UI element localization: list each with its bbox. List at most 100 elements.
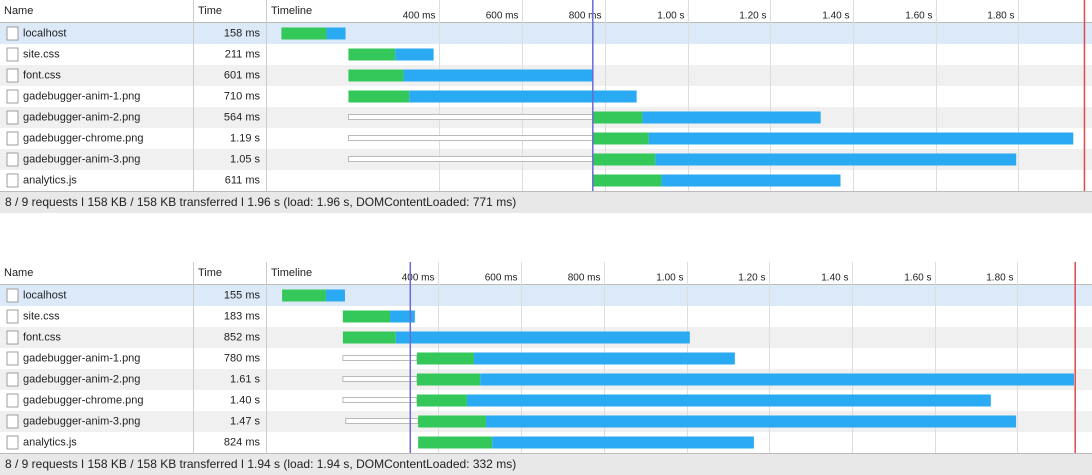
status-bar xyxy=(0,191,1092,213)
request-time: 611 ms xyxy=(225,174,261,186)
request-time: 824 ms xyxy=(224,436,261,448)
waiting-bar xyxy=(416,394,467,407)
tick-label: 1.80 s xyxy=(987,11,1014,22)
request-time: 1.05 s xyxy=(230,153,260,165)
column-header[interactable]: Time xyxy=(198,267,222,279)
request-name[interactable]: font.css xyxy=(23,331,61,343)
tick-label: 1.80 s xyxy=(986,273,1013,284)
waiting-bar xyxy=(348,48,396,61)
tick-label: 600 ms xyxy=(486,11,519,22)
queued-bar xyxy=(342,355,418,361)
file-icon xyxy=(6,26,19,41)
file-icon xyxy=(6,131,19,146)
waiting-bar xyxy=(348,69,404,82)
file-icon xyxy=(6,309,19,324)
request-name[interactable]: gadebugger-anim-3.png xyxy=(23,415,140,427)
column-header[interactable]: Timeline xyxy=(271,267,312,279)
request-time: 158 ms xyxy=(224,27,261,39)
request-time: 710 ms xyxy=(224,90,261,102)
column-header[interactable]: Time xyxy=(198,5,222,17)
receiving-bar xyxy=(473,352,735,365)
tick-label: 400 ms xyxy=(402,273,435,284)
file-icon xyxy=(6,110,19,125)
request-time: 155 ms xyxy=(224,289,261,301)
request-name[interactable]: gadebugger-anim-1.png xyxy=(23,90,140,102)
waiting-bar xyxy=(418,415,486,428)
column-header[interactable]: Name xyxy=(4,267,33,279)
tick-label: 600 ms xyxy=(485,273,518,284)
request-name[interactable]: localhost xyxy=(23,289,66,301)
request-name[interactable]: font.css xyxy=(23,69,61,81)
receiving-bar xyxy=(642,111,821,124)
receiving-bar xyxy=(409,90,637,103)
request-time: 211 ms xyxy=(225,48,261,60)
tick-label: 1.20 s xyxy=(738,273,765,284)
waiting-bar xyxy=(593,111,643,124)
request-name[interactable]: localhost xyxy=(23,27,66,39)
column-header[interactable]: Name xyxy=(4,5,33,17)
receiving-bar xyxy=(390,310,415,323)
waiting-bar xyxy=(416,352,474,365)
request-time: 1.61 s xyxy=(230,373,260,385)
tick-label: 1.00 s xyxy=(656,273,683,284)
request-name[interactable]: site.css xyxy=(23,48,60,60)
row-bg[interactable] xyxy=(0,44,1092,65)
queued-bar xyxy=(348,135,594,141)
tick-label: 1.40 s xyxy=(822,11,849,22)
request-time: 183 ms xyxy=(224,310,261,322)
request-time: 852 ms xyxy=(224,331,261,343)
request-name[interactable]: site.css xyxy=(23,310,60,322)
request-name[interactable]: gadebugger-chrome.png xyxy=(23,132,143,144)
status-bar xyxy=(0,453,1092,475)
file-icon xyxy=(6,351,19,366)
request-name[interactable]: gadebugger-anim-2.png xyxy=(23,111,140,123)
receiving-bar xyxy=(661,174,841,187)
request-name[interactable]: analytics.js xyxy=(23,174,77,186)
queued-bar xyxy=(342,397,418,403)
request-time: 1.40 s xyxy=(230,394,260,406)
tick-label: 1.60 s xyxy=(905,11,932,22)
queued-bar xyxy=(348,156,594,162)
file-icon xyxy=(6,372,19,387)
row-bg[interactable] xyxy=(0,170,1092,191)
request-time: 780 ms xyxy=(224,352,261,364)
waiting-bar xyxy=(282,289,326,302)
file-icon xyxy=(6,288,19,303)
file-icon xyxy=(6,414,19,429)
file-icon xyxy=(6,89,19,104)
row-bg[interactable] xyxy=(0,285,1092,306)
waiting-bar xyxy=(416,373,481,386)
waiting-bar xyxy=(593,132,649,145)
request-name[interactable]: gadebugger-anim-3.png xyxy=(23,153,140,165)
request-name[interactable]: gadebugger-chrome.png xyxy=(23,394,143,406)
header-bg xyxy=(0,0,1092,23)
waiting-bar xyxy=(281,27,327,40)
receiving-bar xyxy=(466,394,991,407)
receiving-bar xyxy=(648,132,1074,145)
tick-label: 1.60 s xyxy=(904,273,931,284)
queued-bar xyxy=(342,376,418,382)
waiting-bar xyxy=(418,436,493,449)
queued-bar xyxy=(348,114,594,120)
file-icon xyxy=(6,173,19,188)
tick-label: 1.00 s xyxy=(657,11,684,22)
file-icon xyxy=(6,68,19,83)
row-bg[interactable] xyxy=(0,23,1092,44)
request-name[interactable]: gadebugger-anim-1.png xyxy=(23,352,140,364)
column-header[interactable]: Timeline xyxy=(271,5,312,17)
tick-label: 1.40 s xyxy=(821,273,848,284)
row-bg[interactable] xyxy=(0,306,1092,327)
waiting-bar xyxy=(342,331,396,344)
receiving-bar xyxy=(395,48,434,61)
receiving-bar xyxy=(655,153,1017,166)
queued-bar xyxy=(345,418,419,424)
request-name[interactable]: analytics.js xyxy=(23,436,77,448)
file-icon xyxy=(6,47,19,62)
receiving-bar xyxy=(485,415,1017,428)
request-name[interactable]: gadebugger-anim-2.png xyxy=(23,373,140,385)
request-time: 1.47 s xyxy=(230,415,260,427)
status-text: 8 / 9 requests ǀ 158 KB / 158 KB transfe… xyxy=(5,195,516,209)
header-bg xyxy=(0,262,1092,285)
file-icon xyxy=(6,152,19,167)
